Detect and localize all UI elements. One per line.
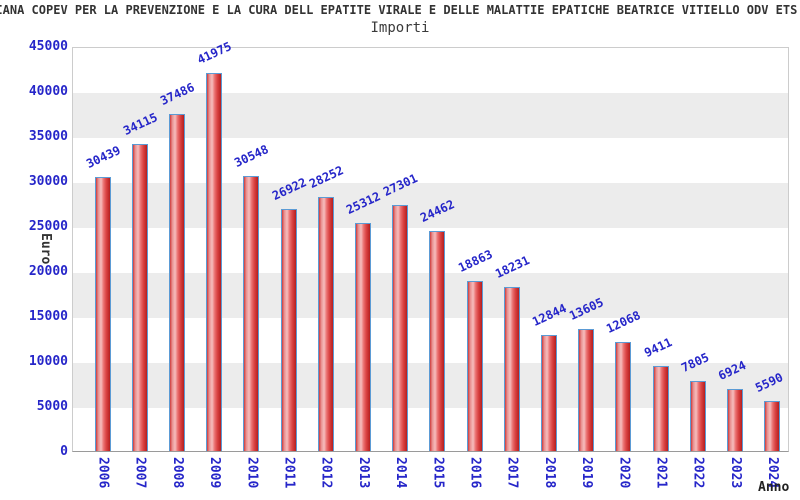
bar bbox=[615, 342, 632, 451]
x-tick-label: 2006 bbox=[95, 457, 111, 489]
x-tick-label: 2024 bbox=[765, 457, 781, 489]
bar bbox=[168, 114, 185, 451]
bar bbox=[466, 281, 483, 451]
y-tick-label: 45000 bbox=[28, 39, 68, 54]
bar bbox=[94, 177, 111, 451]
x-tick-label: 2010 bbox=[244, 457, 260, 489]
bar bbox=[280, 209, 297, 451]
bar bbox=[317, 197, 334, 451]
x-tick-label: 2015 bbox=[430, 457, 446, 489]
bar bbox=[243, 176, 260, 451]
bar bbox=[503, 287, 520, 451]
y-tick-label: 15000 bbox=[28, 309, 68, 324]
y-tick-label: 10000 bbox=[28, 354, 68, 369]
bar bbox=[354, 223, 371, 451]
y-tick-label: 30000 bbox=[28, 174, 68, 189]
x-tick-label: 2022 bbox=[690, 457, 706, 489]
bar bbox=[578, 329, 595, 451]
chart-subtitle: Importi bbox=[370, 20, 430, 36]
x-tick-label: 2019 bbox=[579, 457, 595, 489]
bar bbox=[689, 381, 706, 451]
y-tick-label: 20000 bbox=[28, 264, 68, 279]
bar bbox=[206, 73, 223, 451]
x-tick-label: 2011 bbox=[281, 457, 297, 489]
bar bbox=[429, 231, 446, 451]
x-tick-label: 2007 bbox=[132, 457, 148, 489]
bar bbox=[392, 205, 409, 451]
x-tick-label: 2017 bbox=[504, 457, 520, 489]
x-tick-label: 2014 bbox=[393, 457, 409, 489]
bar bbox=[131, 144, 148, 451]
x-tick-label: 2009 bbox=[207, 457, 223, 489]
x-tick-label: 2016 bbox=[467, 457, 483, 489]
bar bbox=[726, 389, 743, 451]
y-tick-label: 0 bbox=[60, 444, 68, 459]
y-tick-label: 5000 bbox=[36, 399, 68, 414]
bar bbox=[764, 401, 781, 451]
x-tick-label: 2018 bbox=[541, 457, 557, 489]
x-tick-label: 2013 bbox=[355, 457, 371, 489]
y-tick-label: 25000 bbox=[28, 219, 68, 234]
y-tick-label: 35000 bbox=[28, 129, 68, 144]
x-tick-label: 2020 bbox=[616, 457, 632, 489]
x-axis-title: Anno bbox=[758, 480, 790, 495]
chart-title: LIANA COPEV PER LA PREVENZIONE E LA CURA… bbox=[0, 3, 800, 17]
y-tick-label: 40000 bbox=[28, 84, 68, 99]
plot-area bbox=[72, 47, 789, 452]
bar bbox=[540, 335, 557, 451]
x-tick-label: 2012 bbox=[318, 457, 334, 489]
x-tick-label: 2008 bbox=[169, 457, 185, 489]
x-tick-label: 2021 bbox=[653, 457, 669, 489]
y-axis-title: Euro bbox=[38, 233, 53, 265]
x-tick-label: 2023 bbox=[727, 457, 743, 489]
bar bbox=[652, 366, 669, 451]
